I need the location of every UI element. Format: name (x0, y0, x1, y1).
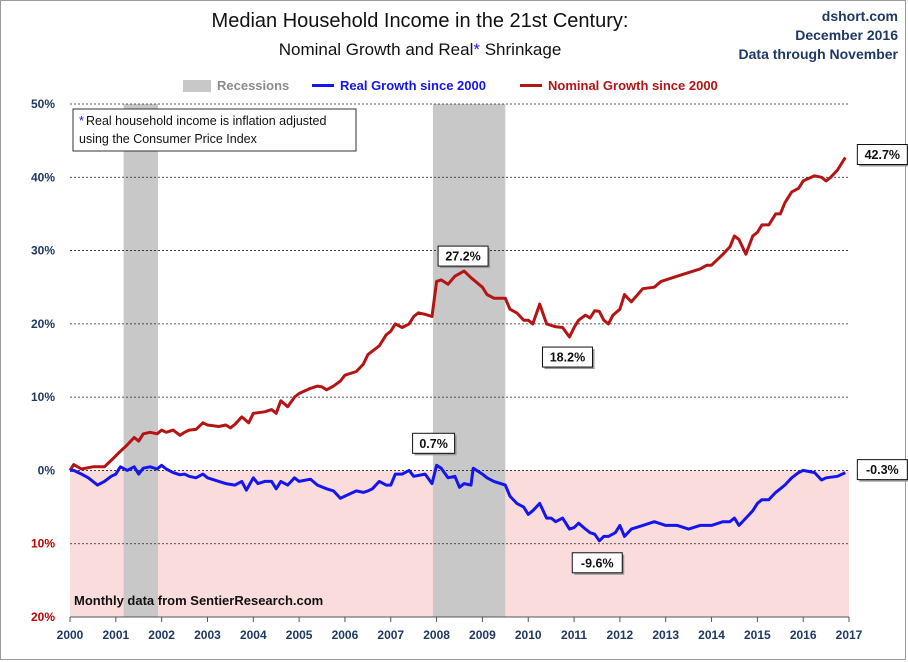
callout-label: -9.6% (581, 556, 614, 570)
x-tick-label: 2005 (286, 628, 313, 642)
x-tick-label: 2001 (102, 628, 129, 642)
x-tick-label: 2007 (377, 628, 404, 642)
note-line-2: using the Consumer Price Index (79, 132, 258, 146)
chart-subtitle: Nominal Growth and Real* Shrinkage (140, 40, 700, 60)
callout-label: -0.3% (866, 463, 899, 477)
callout-box (856, 143, 908, 165)
y-tick-label: 40% (31, 170, 55, 184)
x-tick-label: 2013 (652, 628, 679, 642)
callout-box (856, 459, 908, 481)
x-tick-label: 2006 (332, 628, 359, 642)
value-callouts: 42.7% 27.2% 18.2% 0.7% -9.6% -0.3% (412, 143, 908, 575)
x-tick-label: 2004 (240, 628, 267, 642)
x-tick-label: 2002 (148, 628, 175, 642)
note-line-1: Real household income is inflation adjus… (86, 114, 326, 128)
legend-real-swatch (312, 84, 334, 87)
callout-box (437, 245, 489, 267)
legend-recession-swatch (183, 79, 211, 92)
legend-real-label: Real Growth since 2000 (340, 78, 486, 93)
x-tick-label: 2016 (790, 628, 817, 642)
x-tick-label: 2009 (469, 628, 496, 642)
y-tick-label: 50% (31, 97, 55, 111)
nominal-growth-line (68, 156, 847, 472)
note-asterisk: * (79, 114, 84, 128)
callout-label: 0.7% (419, 437, 448, 451)
legend-nominal-label: Nominal Growth since 2000 (548, 78, 718, 93)
legend-recession-label: Recessions (217, 78, 290, 93)
y-tick-label: 20% (31, 610, 55, 624)
x-tick-label: 2014 (698, 628, 725, 642)
data-source-note: Monthly data from SentierResearch.com (74, 593, 323, 608)
recession-band-0 (123, 104, 158, 617)
callout-neg9-6pct: -9.6% (571, 552, 625, 575)
callout-42-7pct: 42.7% (856, 143, 908, 167)
callout-box (541, 346, 593, 368)
x-tick-label: 2017 (836, 628, 863, 642)
series-lines (68, 156, 847, 543)
callout-27-2pct: 27.2% (437, 245, 491, 269)
callout-box (412, 432, 456, 454)
legend-recessions: Recessions (183, 78, 289, 93)
subtitle-asterisk: * (473, 40, 480, 59)
x-tick-label: 2010 (515, 628, 542, 642)
recession-bands (123, 104, 506, 617)
x-tick-label: 2011 (561, 628, 587, 642)
recession-band-1 (432, 104, 506, 617)
y-tick-label: 20% (31, 317, 55, 331)
inflation-note-box: * Real household income is inflation adj… (72, 108, 357, 152)
legend-nominal: Nominal Growth since 2000 (520, 78, 718, 93)
legend-real: Real Growth since 2000 (312, 78, 486, 93)
x-tick-label: 2012 (607, 628, 634, 642)
note-box-border (72, 108, 357, 152)
chart-title: Median Household Income in the 21st Cent… (211, 10, 629, 32)
callout-neg0-3pct: -0.3% (856, 459, 908, 482)
x-tick-label: 2003 (194, 628, 221, 642)
callout-0-7pct: 0.7% (412, 432, 457, 456)
y-tick-labels: 50% 40% 30% 20% 10% 0% 10% 20% (31, 97, 55, 624)
x-tick-label: 2000 (57, 628, 84, 642)
callout-label: 18.2% (550, 351, 585, 365)
legend-nominal-swatch (520, 84, 542, 87)
subtitle-text: Nominal Growth and Real (278, 40, 474, 59)
callout-box (571, 552, 623, 574)
callout-18-2pct: 18.2% (541, 346, 595, 370)
y-tick-label: 10% (31, 390, 55, 404)
y-tick-label: 10% (31, 537, 55, 551)
x-tick-label: 2015 (744, 628, 771, 642)
source-line-site: dshort.com (821, 8, 898, 24)
source-line-date: December 2016 (795, 27, 898, 43)
real-growth-line (70, 463, 846, 543)
callout-label: 42.7% (865, 148, 900, 162)
x-tick-label: 2008 (423, 628, 450, 642)
y-tick-label: 0% (38, 463, 56, 477)
x-tick-labels: 2000 2001 2002 2003 2004 2005 2006 2007 2008 2009… (57, 617, 863, 642)
callout-label: 27.2% (445, 250, 480, 264)
subtitle-text-end: Shrinkage (480, 40, 562, 59)
y-tick-label: 30% (31, 244, 55, 258)
source-line-coverage: Data through November (738, 46, 898, 62)
